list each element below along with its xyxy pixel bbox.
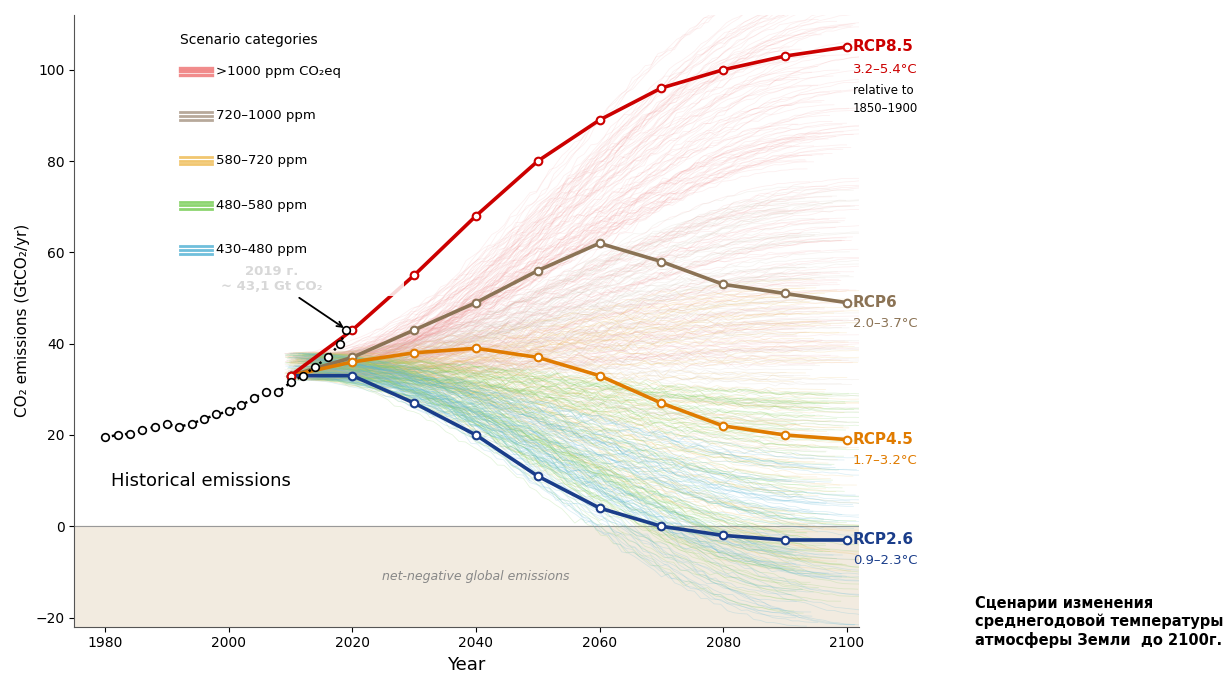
- Text: 720–1000 ppm: 720–1000 ppm: [216, 110, 315, 123]
- Text: 580–720 ppm: 580–720 ppm: [216, 154, 306, 167]
- FancyBboxPatch shape: [168, 15, 403, 296]
- Text: 430–480 ppm: 430–480 ppm: [216, 243, 306, 256]
- Text: 480–580 ppm: 480–580 ppm: [216, 198, 306, 212]
- Text: net-negative global emissions: net-negative global emissions: [383, 570, 570, 583]
- Text: Scenario categories: Scenario categories: [180, 33, 318, 48]
- Text: 2.0–3.7°C: 2.0–3.7°C: [853, 317, 917, 329]
- Text: RCP4.5: RCP4.5: [853, 432, 913, 447]
- Text: RCP8.5: RCP8.5: [853, 39, 913, 54]
- Text: 1850–1900: 1850–1900: [853, 102, 918, 115]
- Text: relative to: relative to: [853, 84, 913, 97]
- Text: Historical emissions: Historical emissions: [112, 472, 292, 490]
- X-axis label: Year: Year: [447, 656, 485, 674]
- Text: 0.9–2.3°C: 0.9–2.3°C: [853, 554, 917, 567]
- Text: >1000 ppm CO₂eq: >1000 ppm CO₂eq: [216, 65, 341, 78]
- Y-axis label: CO₂ emissions (GtCO₂/yr): CO₂ emissions (GtCO₂/yr): [15, 224, 29, 418]
- Text: RCP6: RCP6: [853, 295, 897, 310]
- Text: 1.7–3.2°C: 1.7–3.2°C: [853, 453, 917, 466]
- Text: RCP2.6: RCP2.6: [853, 533, 913, 548]
- Text: Сценарии изменения
среднегодовой температуры
атмосферы Земли  до 2100г.: Сценарии изменения среднегодовой темпера…: [975, 596, 1224, 648]
- Text: 2019 г.
~ 43,1 Gt CO₂: 2019 г. ~ 43,1 Gt CO₂: [222, 265, 342, 327]
- Bar: [75, 526, 859, 627]
- Text: 3.2–5.4°C: 3.2–5.4°C: [853, 63, 917, 76]
